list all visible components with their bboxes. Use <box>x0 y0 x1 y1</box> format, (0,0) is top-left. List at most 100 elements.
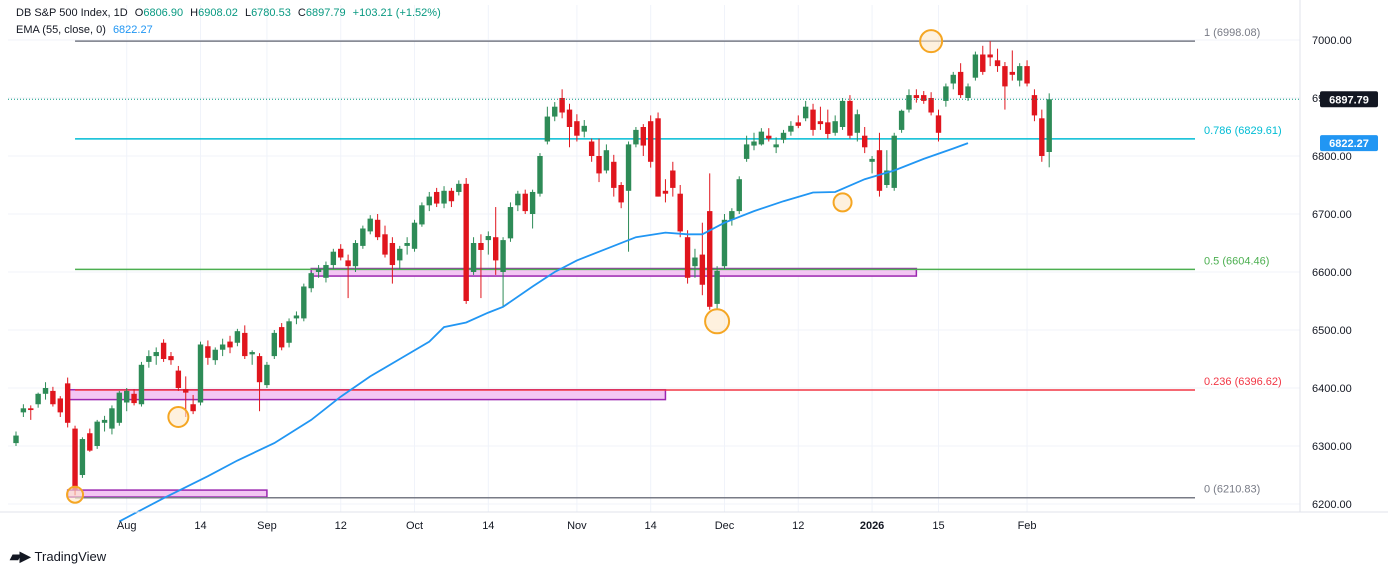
highlight-circle[interactable] <box>919 29 944 54</box>
candle[interactable] <box>1024 60 1030 87</box>
candle[interactable] <box>456 180 462 196</box>
candle[interactable] <box>42 382 49 400</box>
candle[interactable] <box>28 405 34 420</box>
candle[interactable] <box>957 63 964 98</box>
candle[interactable] <box>397 245 403 270</box>
candle[interactable] <box>131 389 137 406</box>
candle[interactable] <box>419 202 425 227</box>
candle[interactable] <box>862 127 868 154</box>
candle[interactable] <box>832 115 838 136</box>
candle[interactable] <box>891 132 897 191</box>
candle[interactable] <box>588 138 595 162</box>
candle[interactable] <box>854 109 861 142</box>
candle[interactable] <box>736 176 742 214</box>
tradingview-brand[interactable]: ▰▶ TradingView <box>10 548 106 565</box>
candle[interactable] <box>293 311 300 325</box>
candle[interactable] <box>869 156 875 174</box>
candle[interactable] <box>485 231 492 255</box>
highlight-circle[interactable] <box>832 192 853 213</box>
candle[interactable] <box>950 71 956 90</box>
candle[interactable] <box>795 115 801 129</box>
candle[interactable] <box>662 179 669 203</box>
candle[interactable] <box>1009 50 1015 81</box>
candle[interactable] <box>249 350 255 365</box>
candle[interactable] <box>500 237 506 307</box>
candle[interactable] <box>1031 89 1038 122</box>
candle[interactable] <box>441 186 447 209</box>
ema-line[interactable] <box>118 142 969 523</box>
candle[interactable] <box>146 350 152 368</box>
candle[interactable] <box>219 338 226 357</box>
candle[interactable] <box>928 92 934 116</box>
candle[interactable] <box>994 48 1001 72</box>
candle[interactable] <box>411 219 418 252</box>
candle[interactable] <box>655 112 661 197</box>
candle[interactable] <box>278 323 285 351</box>
candle[interactable] <box>839 98 846 130</box>
candle[interactable] <box>552 102 558 122</box>
candle[interactable] <box>780 129 787 144</box>
candle[interactable] <box>707 173 713 310</box>
candle[interactable] <box>175 365 182 391</box>
candle[interactable] <box>168 352 174 365</box>
candle[interactable] <box>315 265 322 278</box>
highlight-circle[interactable] <box>704 308 731 335</box>
candle[interactable] <box>448 187 455 208</box>
candle[interactable] <box>847 95 853 139</box>
highlight-circle[interactable] <box>167 406 190 428</box>
candle[interactable] <box>743 135 750 162</box>
candle[interactable] <box>160 339 167 362</box>
candle[interactable] <box>544 106 551 145</box>
candle[interactable] <box>714 266 720 310</box>
candle[interactable] <box>522 189 528 214</box>
candle[interactable] <box>382 225 388 258</box>
candle[interactable] <box>433 187 440 208</box>
candle[interactable] <box>1039 109 1045 162</box>
candle[interactable] <box>13 431 19 447</box>
candle[interactable] <box>190 394 196 415</box>
candle[interactable] <box>352 240 359 272</box>
candle[interactable] <box>773 137 779 154</box>
candle[interactable] <box>124 388 130 412</box>
candle[interactable] <box>264 361 270 388</box>
candle[interactable] <box>79 437 86 478</box>
candle[interactable] <box>935 109 942 142</box>
candle[interactable] <box>64 377 71 428</box>
candle[interactable] <box>566 103 573 148</box>
candle[interactable] <box>153 347 159 365</box>
candle[interactable] <box>884 150 890 188</box>
candle[interactable] <box>972 51 979 81</box>
candle[interactable] <box>692 248 698 278</box>
candle[interactable] <box>197 341 204 406</box>
candle[interactable] <box>1046 93 1052 168</box>
candle[interactable] <box>323 261 329 283</box>
candle[interactable] <box>943 83 949 107</box>
candle[interactable] <box>35 392 41 408</box>
candle[interactable] <box>965 83 971 101</box>
candle[interactable] <box>603 144 610 174</box>
candle[interactable] <box>596 138 602 183</box>
highlight-circle[interactable] <box>66 485 85 504</box>
candle[interactable] <box>625 141 632 252</box>
candle[interactable] <box>426 191 432 212</box>
candle[interactable] <box>581 120 587 138</box>
candle[interactable] <box>980 45 986 75</box>
candle[interactable] <box>234 328 241 347</box>
candle[interactable] <box>507 202 514 242</box>
candle[interactable] <box>478 234 484 299</box>
candle[interactable] <box>647 115 654 168</box>
candle[interactable] <box>529 189 536 229</box>
candle[interactable] <box>611 154 617 197</box>
candle[interactable] <box>94 419 100 449</box>
candle[interactable] <box>374 214 381 241</box>
candle[interactable] <box>116 390 123 426</box>
candle[interactable] <box>898 109 905 133</box>
candle[interactable] <box>138 361 145 407</box>
candle[interactable] <box>640 124 646 156</box>
candle[interactable] <box>1002 62 1008 110</box>
candle[interactable] <box>256 353 263 412</box>
candle[interactable] <box>677 185 683 238</box>
candle[interactable] <box>825 109 831 139</box>
candle[interactable] <box>574 114 580 142</box>
